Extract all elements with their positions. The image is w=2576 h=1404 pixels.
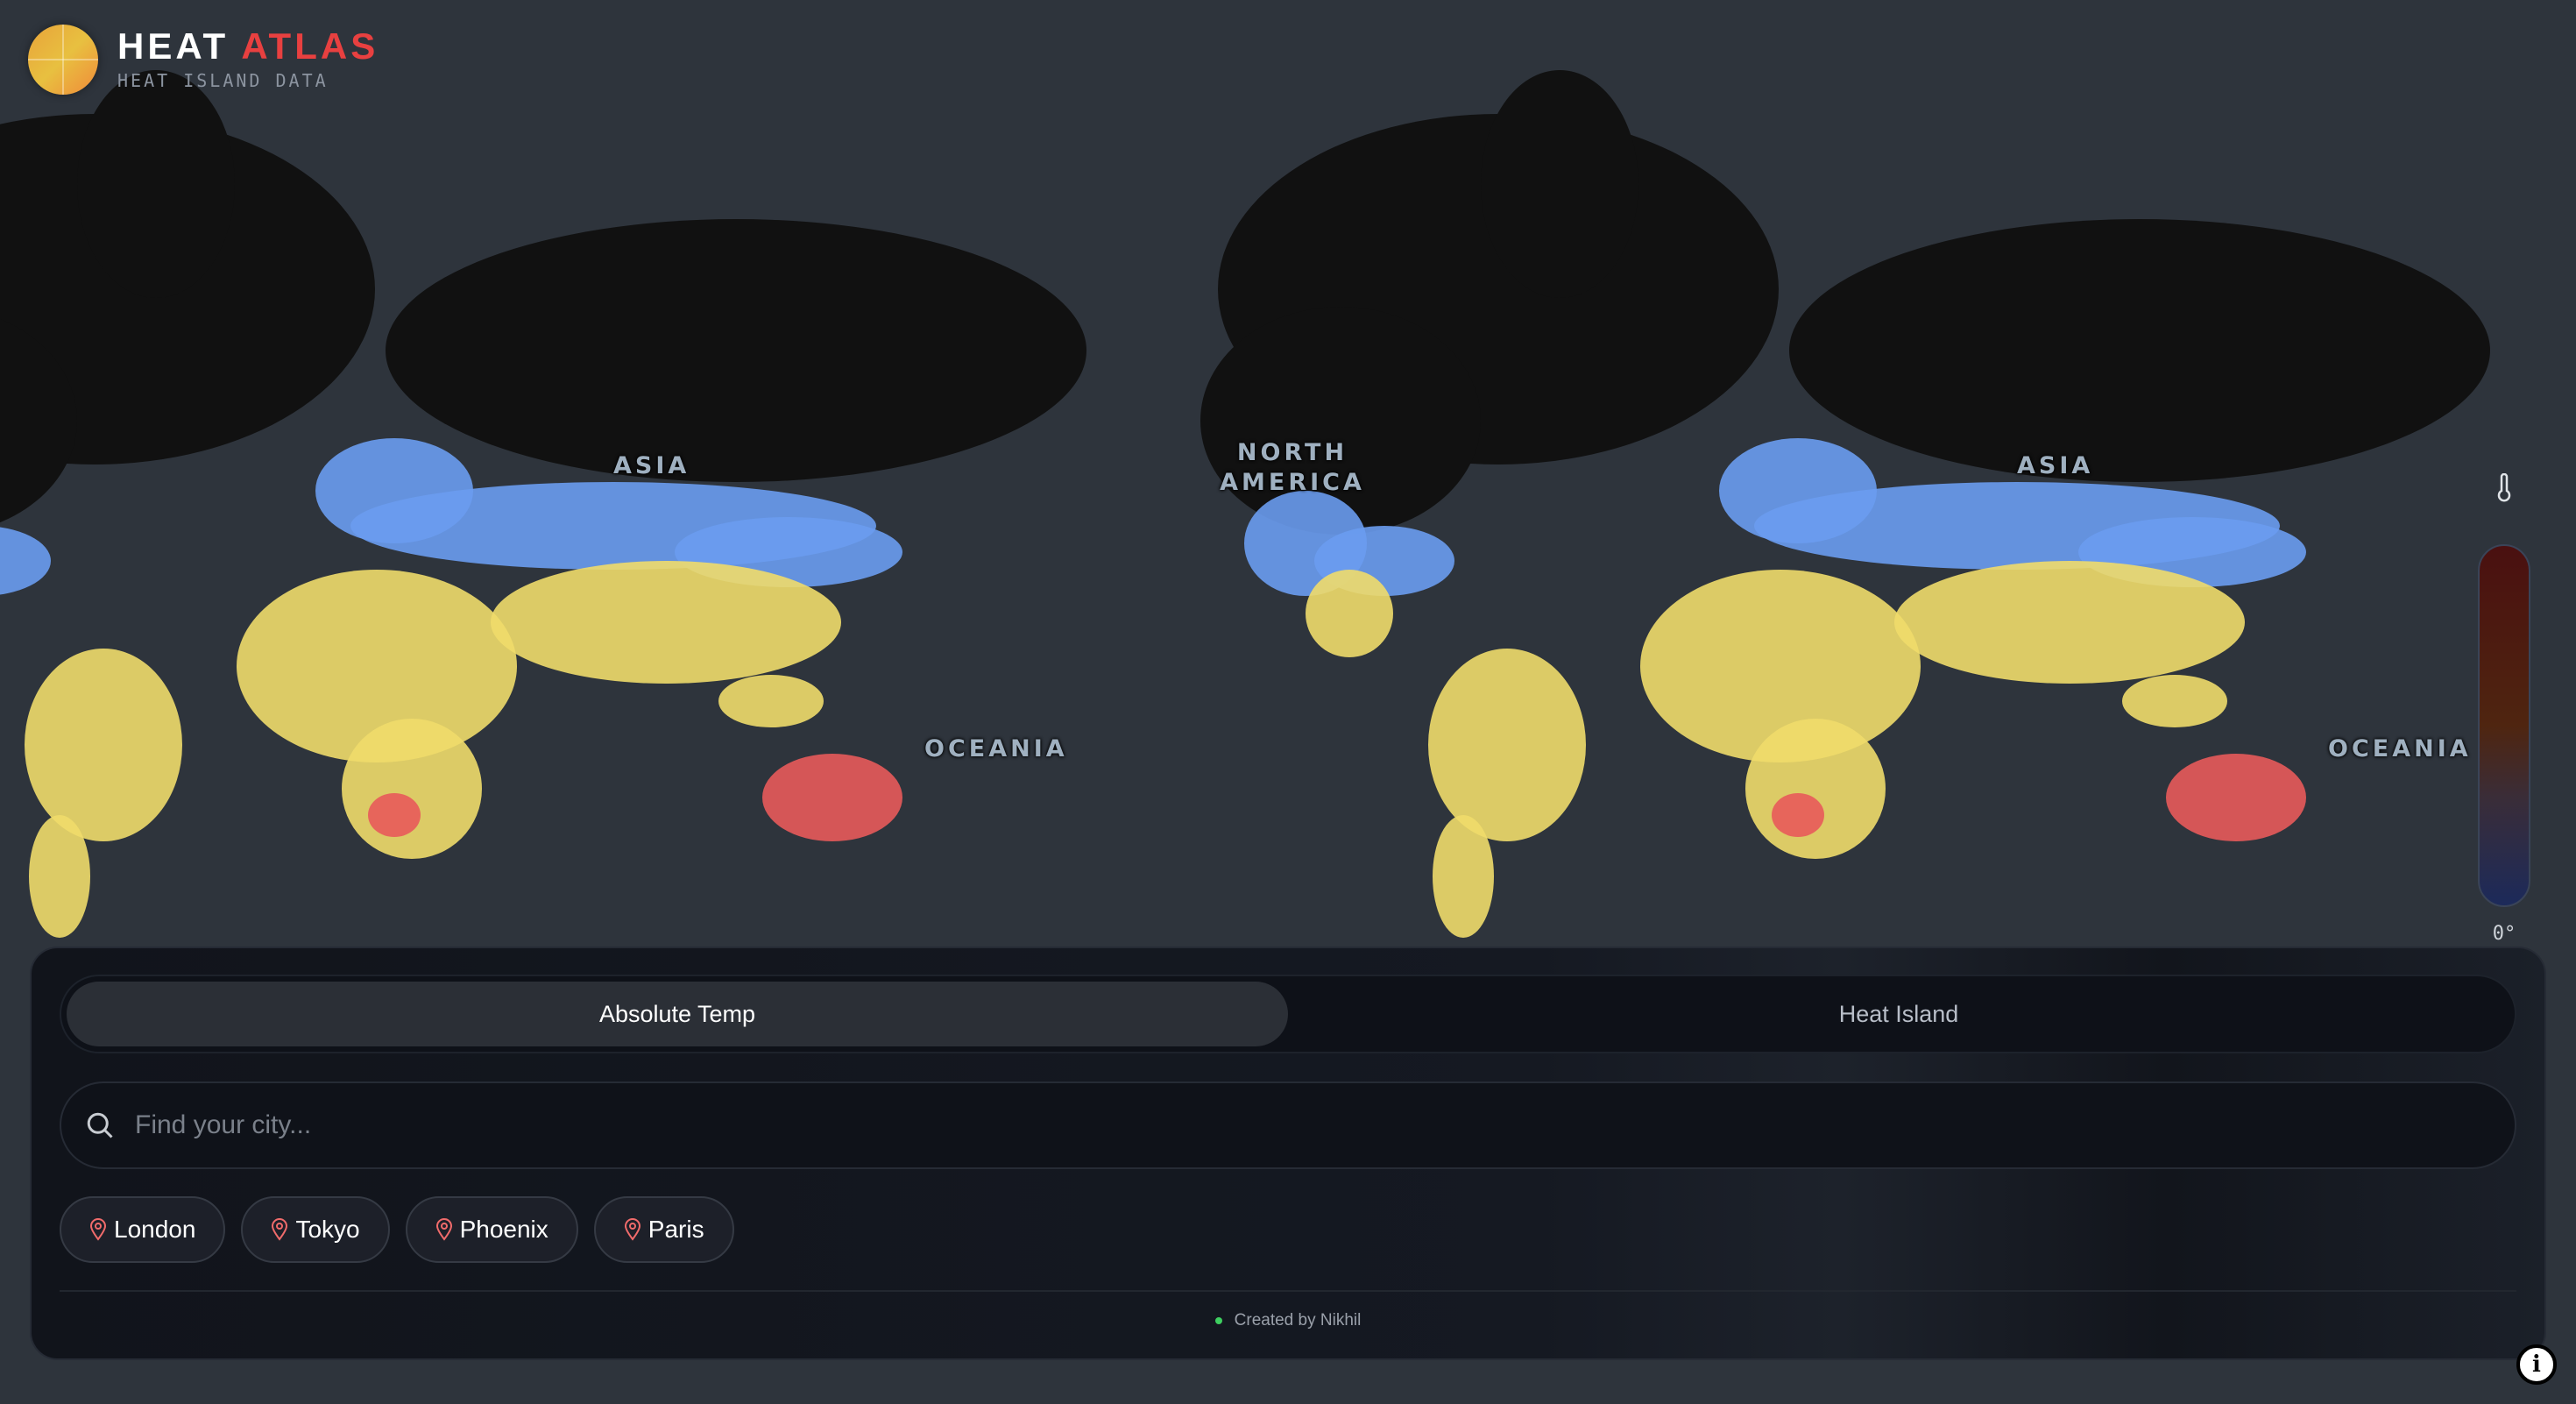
continent-shape (1200, 307, 1481, 535)
map-pin-icon (272, 1218, 288, 1241)
chip-label: Phoenix (459, 1216, 548, 1243)
temperature-legend: 0° (2478, 472, 2530, 945)
continent-shape (491, 561, 841, 684)
city-chip-tokyo[interactable]: Tokyo (241, 1196, 390, 1263)
mode-toggle: Absolute Temp Heat Island (60, 975, 2516, 1053)
continent-shape (342, 719, 482, 859)
brand: HEAT ATLAS HEAT ISLAND DATA (28, 25, 379, 95)
continent-shape (386, 219, 1086, 482)
map-pin-icon (435, 1218, 452, 1241)
region-label-asia: ASIA (613, 452, 690, 479)
title-accent: ATLAS (241, 25, 379, 67)
continent-shape (1428, 649, 1586, 841)
continent-shape (1772, 793, 1824, 837)
globe-logo-icon (28, 25, 98, 95)
continent-shape (77, 70, 235, 298)
map-pin-icon (89, 1218, 107, 1241)
continent-shape (1481, 70, 1638, 298)
app-title: HEAT ATLAS (117, 28, 379, 65)
map-pin-icon (624, 1218, 640, 1241)
continent-shape (2122, 675, 2227, 727)
chip-label: Tokyo (295, 1216, 360, 1243)
continent-shape (718, 675, 824, 727)
region-label-oceania: OCEANIA (924, 735, 1068, 762)
city-search[interactable] (60, 1081, 2516, 1169)
continent-shape (1789, 219, 2490, 482)
status-dot (1214, 1317, 1222, 1324)
continent-shape (29, 815, 90, 938)
continent-shape (0, 527, 51, 595)
quick-city-list: London Tokyo Phoenix Paris (60, 1196, 734, 1263)
continent-shape (237, 570, 517, 762)
region-label-asia: ASIA (2017, 452, 2094, 479)
continent-shape (1894, 561, 2245, 684)
chip-label: Paris (648, 1216, 704, 1243)
chip-label: London (114, 1216, 196, 1243)
continent-shape (315, 438, 473, 543)
city-chip-paris[interactable]: Paris (593, 1196, 734, 1263)
city-search-input[interactable] (135, 1110, 2413, 1140)
city-chip-phoenix[interactable]: Phoenix (405, 1196, 578, 1263)
search-icon (87, 1112, 113, 1138)
continent-shape (1306, 570, 1393, 657)
footer: Created by Nikhil (32, 1311, 2544, 1330)
thermometer-icon (2497, 472, 2511, 502)
legend-min-label: 0° (2492, 923, 2516, 945)
continent-shape (2166, 754, 2306, 841)
app-subtitle: HEAT ISLAND DATA (117, 70, 329, 91)
legend-gradient-bar (2478, 544, 2530, 907)
continent-shape (1719, 438, 1877, 543)
control-panel: Absolute Temp Heat Island London Tokyo P… (30, 947, 2546, 1360)
region-label-oceania: OCEANIA (2328, 735, 2472, 762)
tab-absolute-temp[interactable]: Absolute Temp (67, 982, 1288, 1046)
continent-shape (1745, 719, 1886, 859)
continent-shape (25, 649, 182, 841)
continent-shape (0, 318, 77, 523)
continent-shape (1640, 570, 1921, 762)
continent-shape (368, 793, 421, 837)
continent-shape (762, 754, 902, 841)
city-chip-london[interactable]: London (60, 1196, 226, 1263)
region-label-north-america: NORTH AMERICA (1220, 439, 1365, 496)
title-main: HEAT (117, 25, 230, 67)
continents (0, 70, 2490, 938)
continent-shape (1433, 815, 1494, 938)
info-icon[interactable]: i (2516, 1344, 2557, 1385)
divider (60, 1290, 2516, 1292)
footer-credit: Created by Nikhil (1234, 1311, 1362, 1330)
tab-heat-island[interactable]: Heat Island (1838, 1000, 1959, 1027)
